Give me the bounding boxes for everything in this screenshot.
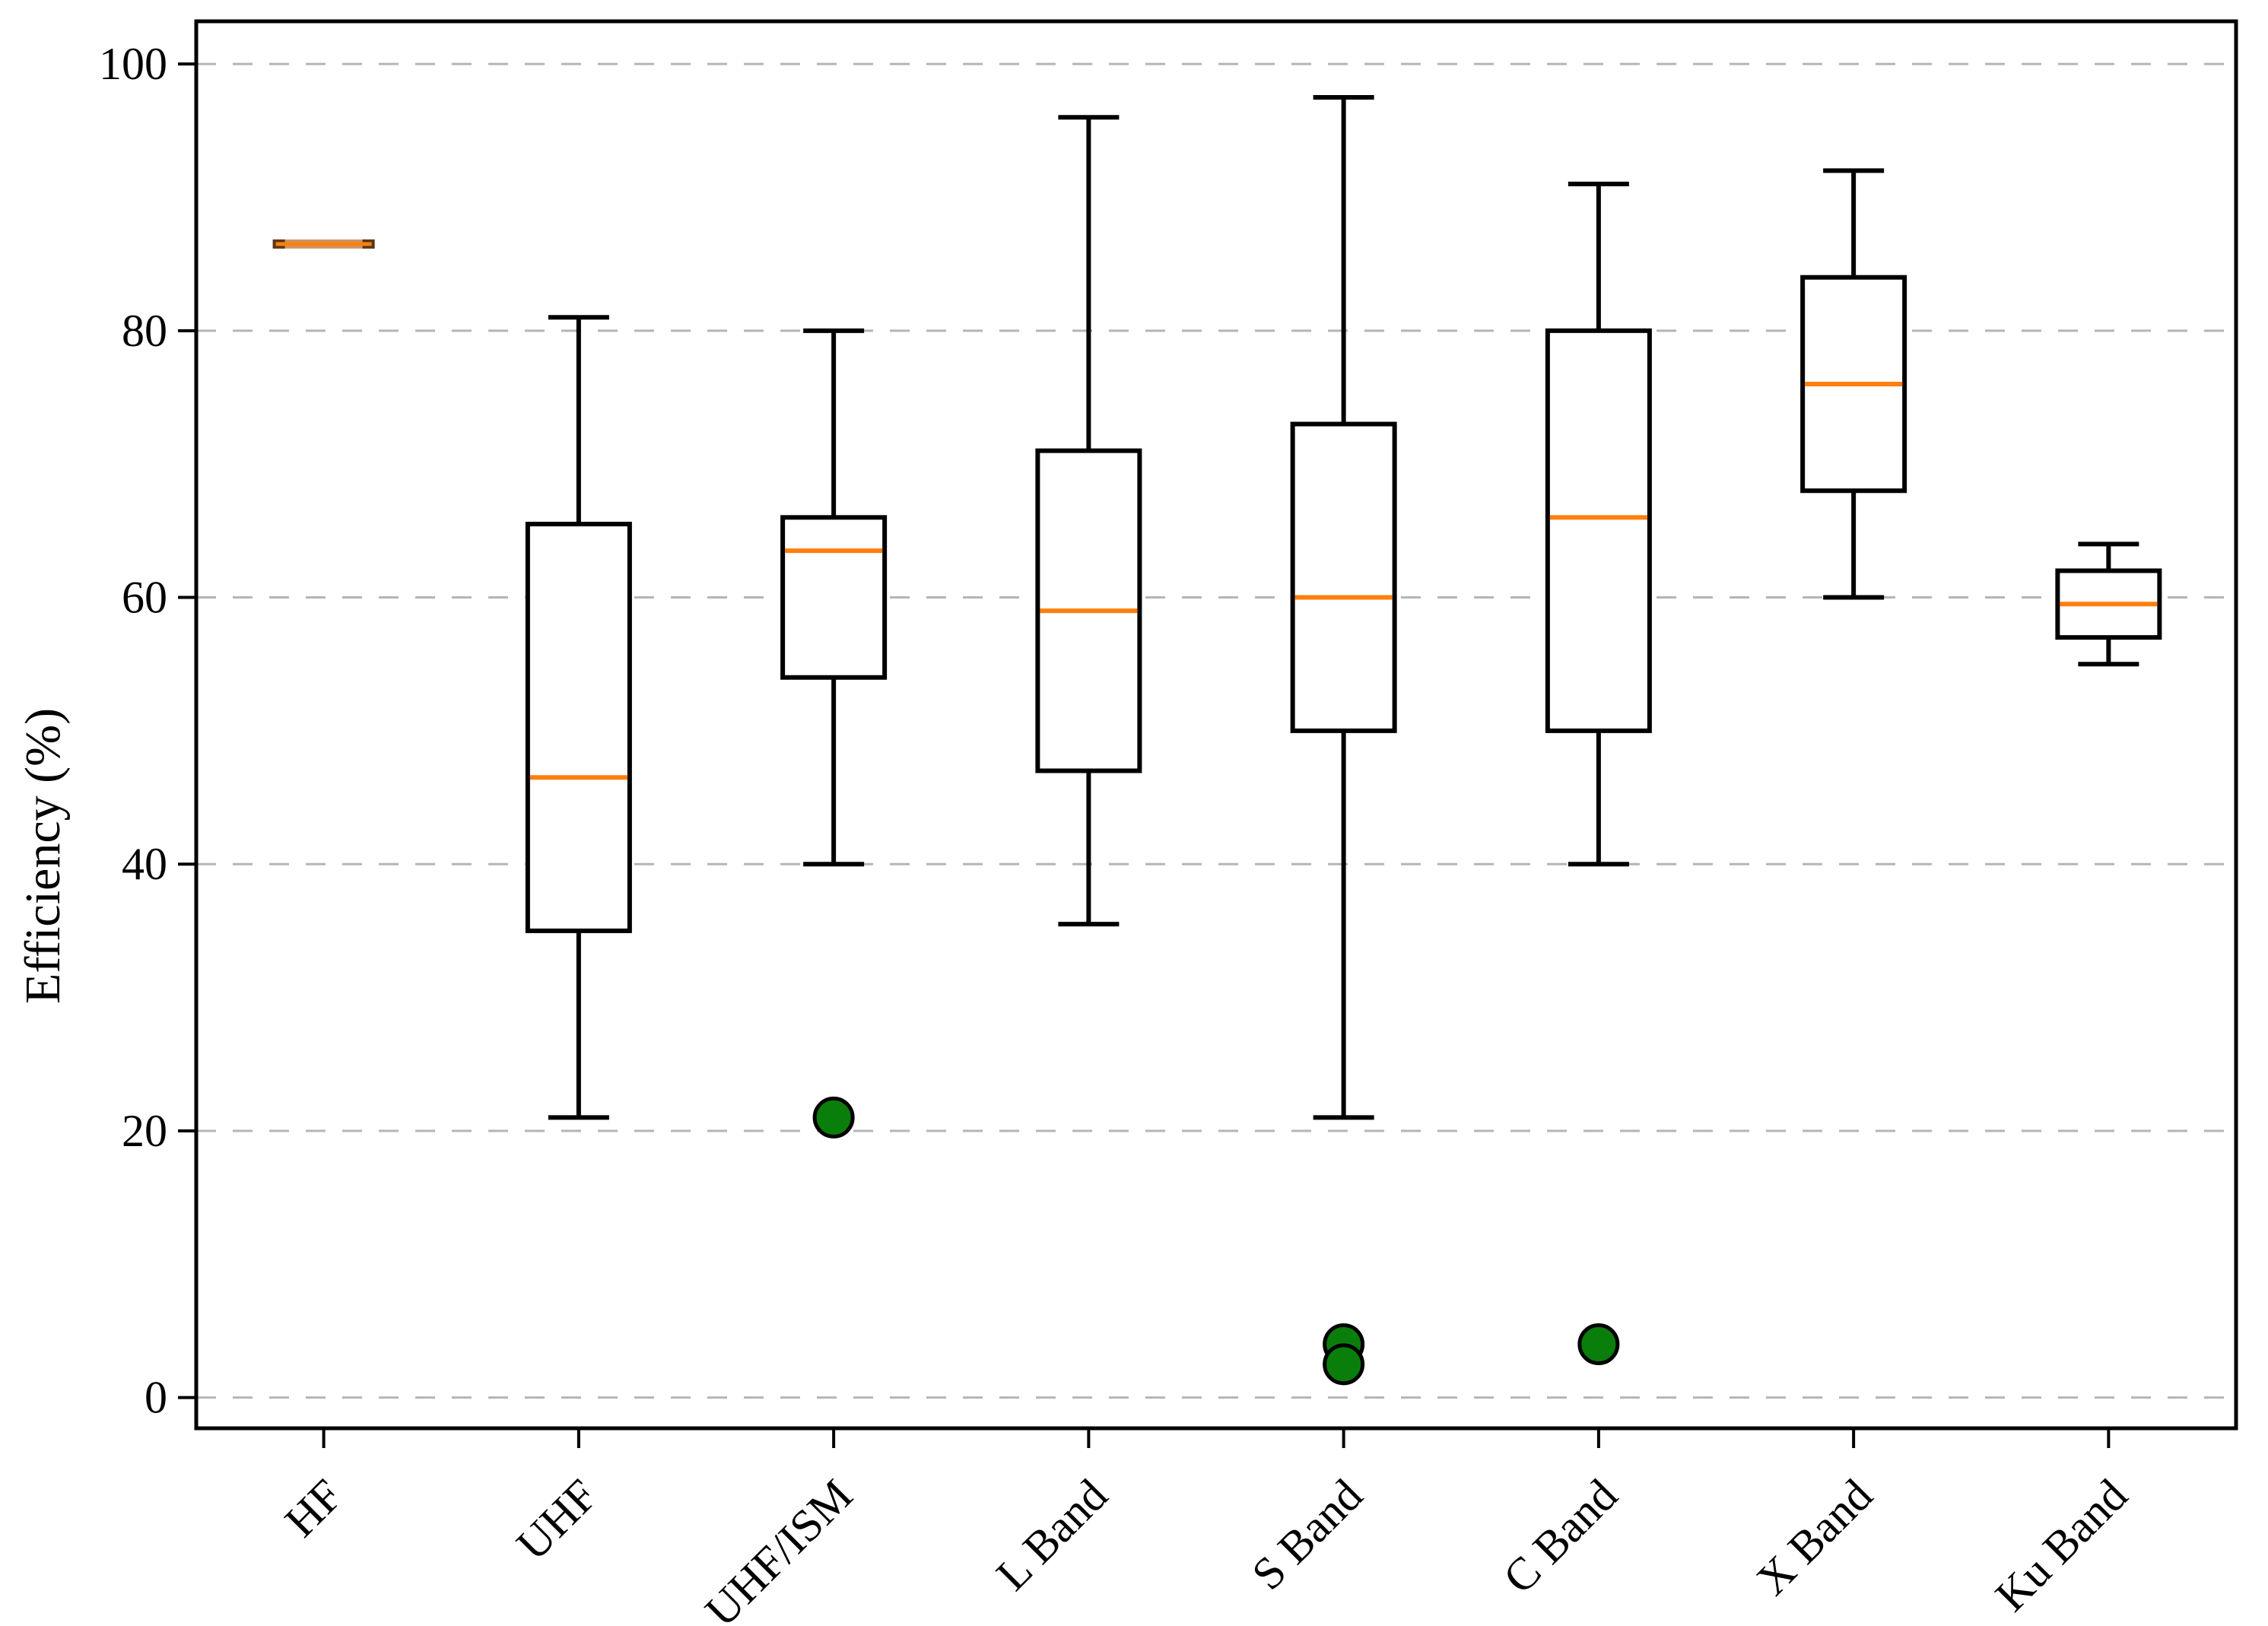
box-Ku-Band bbox=[2055, 541, 2162, 667]
x-tick-label-5: C Band bbox=[1494, 1470, 1627, 1603]
box-S-Band bbox=[1290, 94, 1397, 1386]
y-tick-label-40: 40 bbox=[122, 839, 167, 889]
outlier-point bbox=[1323, 1343, 1365, 1386]
x-tick-label-7: Ku Band bbox=[1986, 1470, 2137, 1621]
iqr-box bbox=[525, 522, 632, 933]
axes-group bbox=[178, 19, 2238, 1448]
iqr-box bbox=[1545, 328, 1652, 733]
boxes-group bbox=[272, 94, 2162, 1386]
box-UHF-ISM bbox=[780, 328, 888, 1139]
box-X-Band bbox=[1800, 168, 1907, 600]
x-tick-label-0: HF bbox=[275, 1470, 352, 1547]
y-tick-label-60: 60 bbox=[122, 573, 167, 623]
box-UHF bbox=[525, 315, 632, 1120]
y-axis-label: Efficiency (%) bbox=[15, 708, 71, 1004]
box-C-Band bbox=[1545, 181, 1652, 1366]
x-tick-label-4: S Band bbox=[1242, 1470, 1371, 1599]
outlier-point bbox=[1577, 1323, 1620, 1366]
plot-border bbox=[194, 19, 2238, 1431]
y-tick-label-0: 0 bbox=[145, 1373, 167, 1423]
x-tick-label-6: X Band bbox=[1747, 1470, 1882, 1605]
x-tick-label-1: UHF bbox=[507, 1470, 608, 1570]
box-L-Band bbox=[1035, 115, 1142, 927]
iqr-box bbox=[1290, 421, 1397, 733]
gridlines-group bbox=[196, 62, 2236, 1399]
x-tick-label-2: UHF/ISM bbox=[696, 1470, 862, 1626]
outlier-point bbox=[812, 1096, 855, 1139]
x-tick-label-3: L Band bbox=[986, 1470, 1117, 1600]
y-tick-label-80: 80 bbox=[122, 306, 167, 356]
y-tick-label-20: 20 bbox=[122, 1106, 167, 1156]
y-tick-label-100: 100 bbox=[99, 39, 167, 89]
box-HF bbox=[272, 239, 375, 249]
iqr-box bbox=[780, 515, 888, 680]
